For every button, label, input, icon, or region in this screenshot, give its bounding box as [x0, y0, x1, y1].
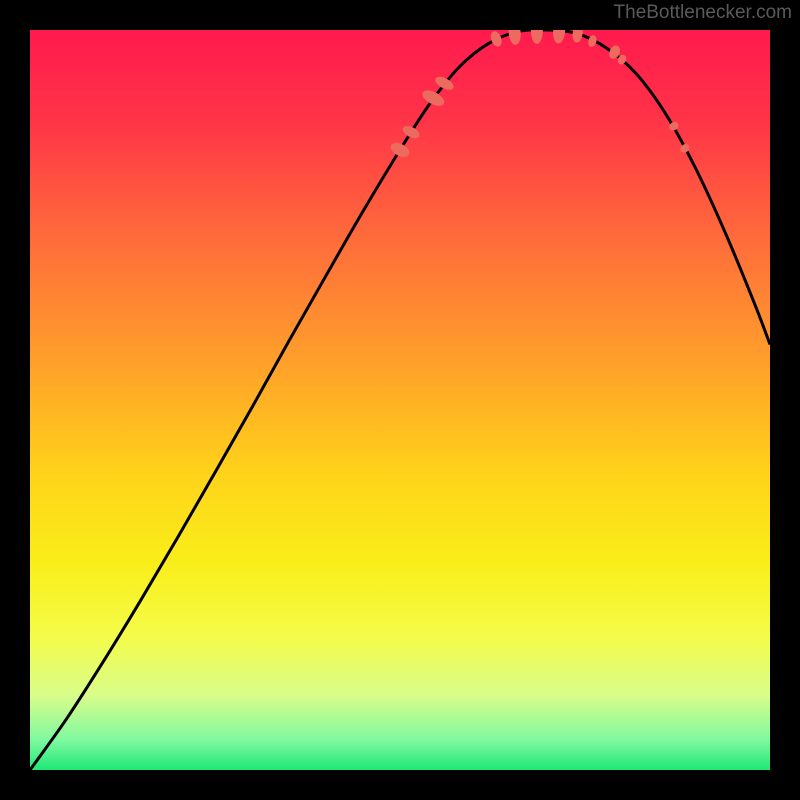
curve-markers: [388, 30, 691, 160]
curve-marker: [388, 140, 411, 160]
watermark-text: TheBottlenecker.com: [614, 2, 792, 24]
curve-marker: [489, 30, 504, 48]
curve-marker: [508, 30, 522, 45]
bottleneck-curve-line: [30, 30, 770, 770]
curve-marker: [401, 123, 422, 140]
chart-curve-layer: [30, 30, 770, 770]
curve-marker: [571, 30, 583, 43]
bottleneck-chart: [30, 30, 770, 770]
curve-marker: [679, 142, 692, 154]
curve-marker: [420, 87, 447, 109]
curve-marker: [531, 30, 543, 44]
curve-marker: [552, 30, 566, 44]
